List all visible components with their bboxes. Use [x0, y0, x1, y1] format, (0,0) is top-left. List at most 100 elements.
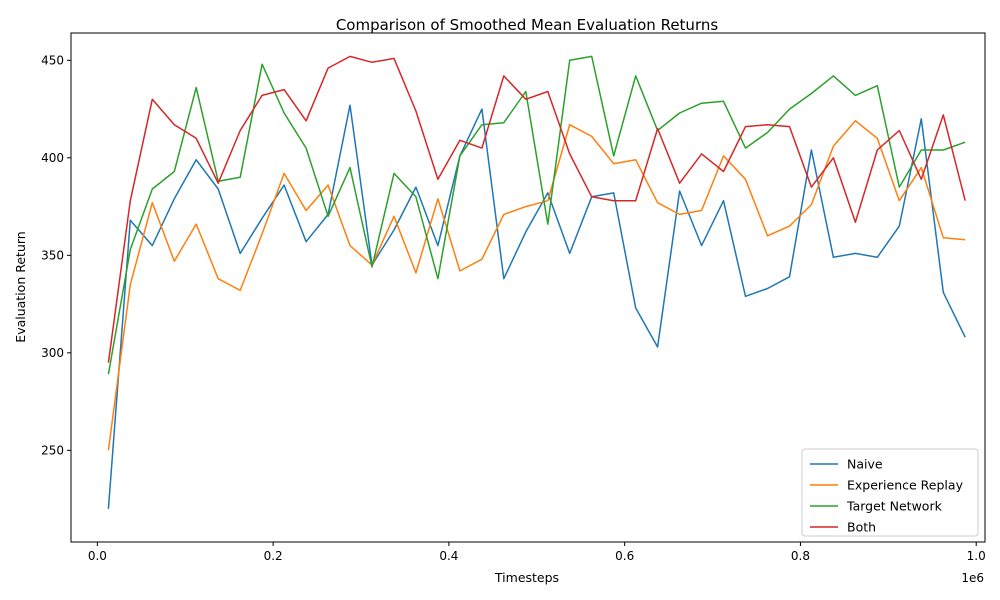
data-point-target-network [679, 112, 681, 114]
data-point-both [811, 186, 813, 188]
data-point-experience-replay [305, 210, 307, 212]
data-point-both [283, 89, 285, 91]
data-point-both [261, 95, 263, 97]
data-point-both [349, 56, 351, 58]
series-line-both [107, 55, 966, 363]
data-point-target-network [327, 216, 329, 218]
x-tick-label: 0.6 [615, 549, 634, 563]
data-point-naive [789, 276, 791, 278]
data-point-both [613, 200, 615, 202]
data-point-both [943, 114, 945, 116]
data-point-target-network [481, 124, 483, 126]
x-tick-label: 0.8 [791, 549, 810, 563]
data-point-target-network [195, 87, 197, 89]
data-point-both [305, 120, 307, 122]
data-point-experience-replay [415, 272, 417, 274]
data-point-naive [613, 192, 615, 194]
data-point-target-network [964, 141, 966, 143]
data-point-experience-replay [481, 258, 483, 260]
data-point-experience-replay [745, 179, 747, 181]
data-point-target-network [569, 60, 571, 62]
data-point-target-network [130, 249, 132, 251]
data-point-naive [349, 104, 351, 106]
data-point-experience-replay [833, 145, 835, 147]
data-point-both [525, 99, 527, 101]
data-point-both [327, 67, 329, 69]
data-point-experience-replay [349, 245, 351, 247]
data-point-target-network [921, 149, 923, 151]
x-axis-offset-label: 1e6 [961, 571, 984, 585]
data-point-experience-replay [921, 167, 923, 169]
data-point-both [591, 196, 593, 198]
data-point-target-network [371, 266, 373, 268]
data-point-both [723, 171, 725, 173]
data-point-experience-replay [943, 237, 945, 239]
legend-label-both: Both [847, 520, 876, 535]
data-point-naive [525, 231, 527, 233]
data-point-target-network [305, 147, 307, 149]
data-point-target-network [239, 177, 241, 179]
data-point-experience-replay [613, 163, 615, 165]
data-point-target-network [943, 149, 945, 151]
data-point-naive [657, 346, 659, 348]
data-point-experience-replay [130, 284, 132, 286]
data-point-experience-replay [437, 198, 439, 200]
data-point-naive [130, 219, 132, 221]
y-tick-label: 300 [41, 346, 64, 360]
series-line-target-network [107, 55, 966, 375]
data-point-both [833, 157, 835, 159]
data-point-experience-replay [152, 202, 154, 204]
data-point-experience-replay [503, 214, 505, 216]
data-point-experience-replay [261, 233, 263, 235]
data-point-both [195, 138, 197, 140]
data-point-target-network [833, 75, 835, 77]
data-point-both [657, 128, 659, 130]
y-axis: 250 300 350 400 450 [41, 53, 71, 457]
data-point-naive [635, 307, 637, 309]
x-axis-label: Timesteps [494, 570, 559, 585]
data-point-naive [174, 198, 176, 200]
data-point-experience-replay [635, 159, 637, 161]
data-point-target-network [503, 122, 505, 124]
data-point-naive [943, 292, 945, 294]
data-point-target-network [789, 108, 791, 110]
data-point-experience-replay [108, 450, 110, 452]
data-point-experience-replay [217, 278, 219, 280]
data-point-experience-replay [964, 239, 966, 241]
data-point-target-network [349, 167, 351, 169]
series-line-naive [107, 104, 966, 509]
data-point-target-network [635, 75, 637, 77]
data-point-experience-replay [547, 200, 549, 202]
y-axis-label: Evaluation Return [13, 231, 28, 342]
data-point-target-network [701, 102, 703, 104]
data-point-target-network [437, 278, 439, 280]
data-point-target-network [525, 91, 527, 93]
data-point-experience-replay [239, 290, 241, 292]
y-tick-label: 250 [41, 443, 64, 457]
data-point-experience-replay [657, 202, 659, 204]
data-point-naive [481, 108, 483, 110]
data-point-target-network [283, 112, 285, 114]
legend-label-experience-replay: Experience Replay [847, 478, 964, 493]
data-point-target-network [459, 155, 461, 157]
data-point-naive [305, 241, 307, 243]
x-tick-label: 0.2 [264, 549, 283, 563]
data-point-both [964, 200, 966, 202]
legend-label-naive: Naive [847, 457, 883, 472]
data-point-both [239, 130, 241, 132]
data-point-experience-replay [283, 173, 285, 175]
data-point-target-network [899, 186, 901, 188]
x-axis: 0.0 0.2 0.4 0.6 0.8 1.0 [88, 542, 986, 563]
data-point-experience-replay [767, 235, 769, 237]
data-point-both [679, 182, 681, 184]
x-tick-label: 0.0 [88, 549, 107, 563]
data-point-naive [701, 245, 703, 247]
data-point-experience-replay [569, 124, 571, 126]
data-point-naive [217, 188, 219, 190]
data-point-target-network [855, 95, 857, 97]
data-point-naive [833, 257, 835, 259]
data-point-experience-replay [679, 214, 681, 216]
data-point-naive [108, 508, 110, 510]
data-point-both [152, 99, 154, 101]
